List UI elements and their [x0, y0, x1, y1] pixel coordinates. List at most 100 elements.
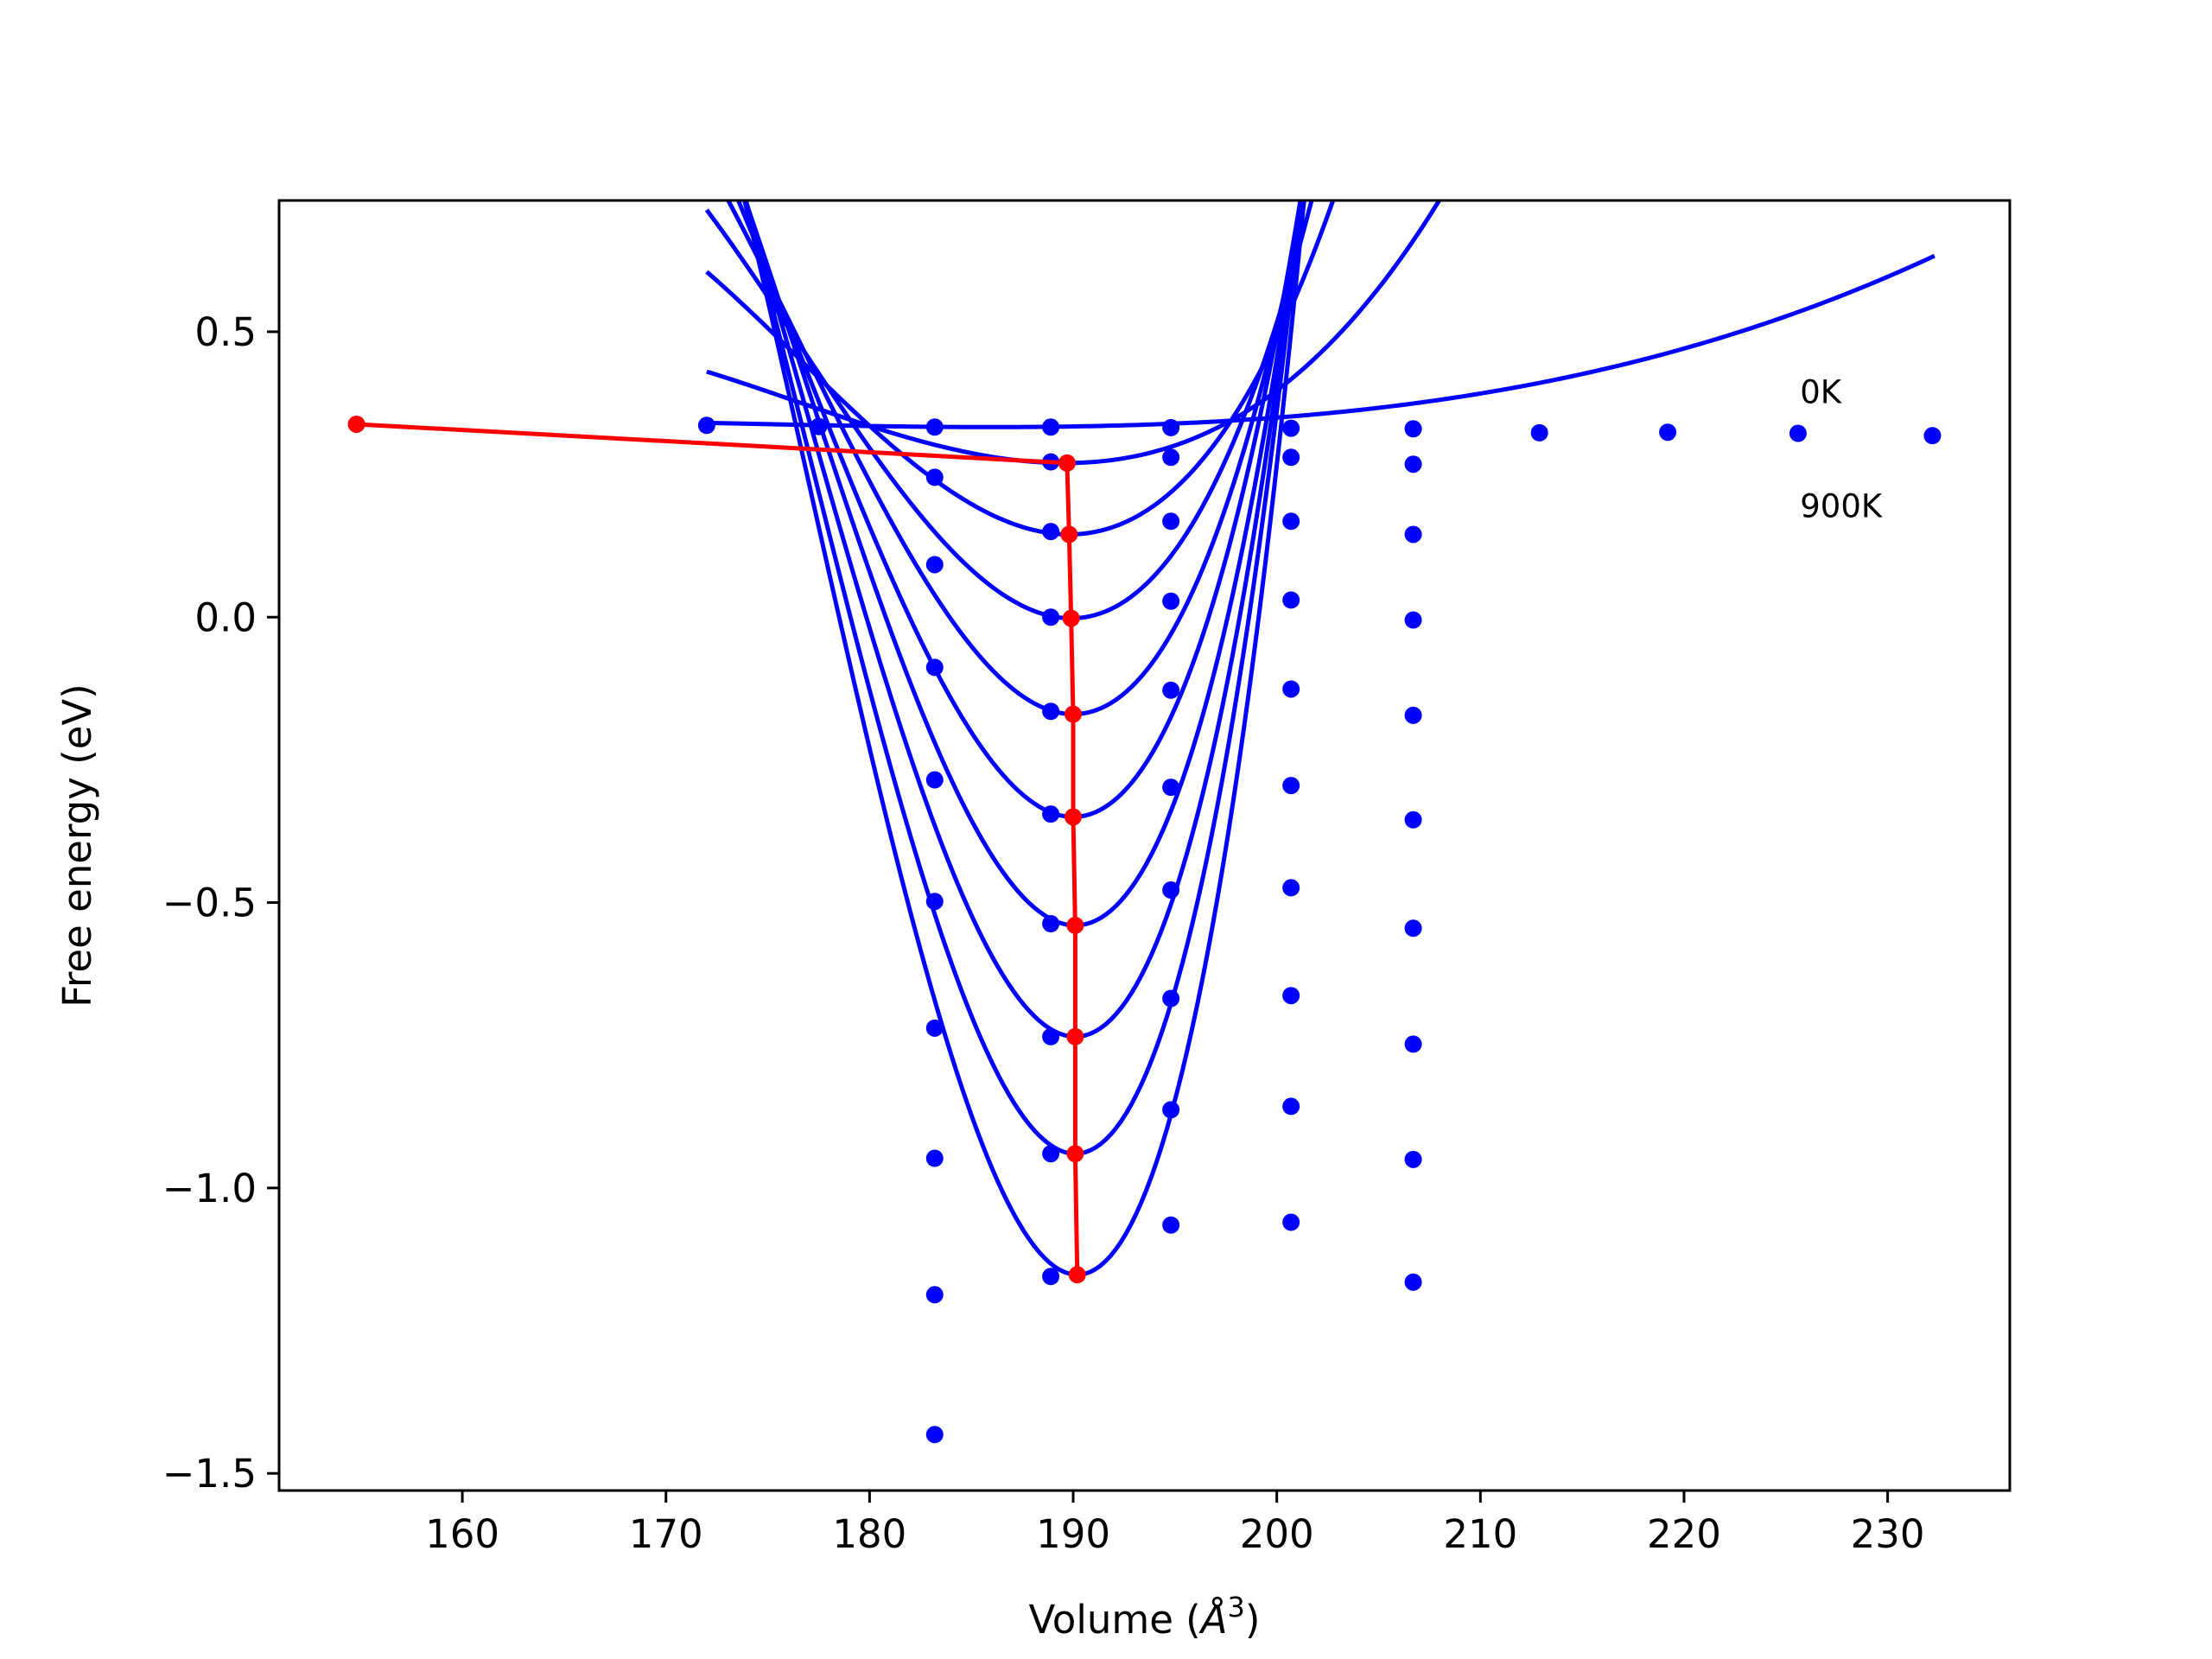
- fit-curve-4: [725, 200, 1307, 717]
- minimum-point: [1060, 525, 1078, 543]
- minimum-point: [1062, 609, 1080, 627]
- y-axis-label: Free energy (eV): [54, 683, 100, 1007]
- x-tick-label: 220: [1647, 1511, 1721, 1557]
- x-axis-label-superscript: 3: [1228, 1591, 1245, 1624]
- data-point: [1404, 455, 1422, 474]
- data-point: [1162, 881, 1180, 899]
- minimum-line: [347, 415, 1086, 1284]
- fit-curve-3: [704, 200, 1314, 621]
- data-point: [1282, 987, 1300, 1005]
- plot-frame: [277, 199, 2012, 1492]
- fit-curve-2: [705, 200, 1336, 537]
- fit-curves: [704, 200, 1936, 1277]
- y-tick-label: −1.0: [162, 1166, 257, 1211]
- minimum-point: [347, 415, 365, 433]
- data-point: [1042, 418, 1060, 436]
- data-point: [1162, 989, 1180, 1007]
- minimum-point: [1068, 1266, 1086, 1284]
- data-point: [1042, 608, 1060, 626]
- data-point: [1042, 805, 1060, 823]
- x-axis-ticks: 160 170 180 190 200 210 220 230: [425, 1491, 1925, 1557]
- data-point: [1404, 1150, 1422, 1168]
- minimum-point: [1066, 916, 1084, 934]
- data-point: [925, 1426, 944, 1444]
- fit-curve-0: [706, 253, 1936, 429]
- x-tick-label: 210: [1443, 1511, 1517, 1557]
- x-tick-label: 190: [1036, 1511, 1110, 1557]
- data-point: [1404, 1273, 1422, 1291]
- data-point: [1789, 424, 1807, 442]
- data-point: [1923, 427, 1942, 445]
- data-point: [925, 468, 944, 486]
- data-point: [697, 416, 715, 435]
- data-point: [1659, 423, 1677, 442]
- data-point: [1162, 1216, 1180, 1234]
- data-point: [1404, 706, 1422, 724]
- annotations: 0K 900K: [1800, 374, 1884, 525]
- data-point: [925, 418, 944, 436]
- fit-curve-1: [706, 200, 1442, 466]
- data-point: [1530, 423, 1548, 442]
- x-tick-label: 230: [1851, 1511, 1925, 1557]
- x-tick-label: 180: [832, 1511, 906, 1557]
- annotation-label: 900K: [1800, 488, 1884, 525]
- data-point: [1042, 523, 1060, 541]
- y-tick-label: 0.0: [194, 594, 257, 640]
- data-point: [1282, 591, 1300, 609]
- data-point: [1282, 777, 1300, 795]
- data-point: [925, 1019, 944, 1037]
- data-point: [1404, 611, 1422, 629]
- y-tick-label: −0.5: [162, 880, 257, 926]
- data-point: [1042, 1268, 1060, 1286]
- data-point: [1162, 512, 1180, 531]
- data-point: [1404, 810, 1422, 829]
- minimum-line-path: [356, 422, 1080, 1275]
- fit-curve-5: [735, 200, 1303, 819]
- fit-curve-9: [742, 200, 1306, 1277]
- data-point: [810, 417, 828, 435]
- data-point: [1042, 915, 1060, 932]
- data-point: [1042, 1027, 1060, 1046]
- data-point: [1404, 420, 1422, 438]
- data-point: [925, 556, 944, 574]
- data-point: [1404, 919, 1422, 938]
- minimum-point: [1058, 454, 1076, 472]
- minimum-point: [1065, 705, 1083, 723]
- data-point: [925, 893, 944, 911]
- data-point: [1282, 879, 1300, 897]
- y-tick-label: −1.5: [162, 1451, 257, 1497]
- fit-curve-6: [743, 200, 1303, 928]
- data-point: [925, 1286, 944, 1304]
- data-point: [1404, 1035, 1422, 1053]
- data-point: [1282, 680, 1300, 698]
- data-point: [925, 771, 944, 789]
- minimum-point: [1065, 808, 1083, 826]
- data-point: [1042, 1145, 1060, 1163]
- data-point: [1282, 1097, 1300, 1116]
- data-point: [1162, 418, 1180, 436]
- minimum-point: [1066, 1145, 1084, 1163]
- data-point: [1162, 1101, 1180, 1119]
- data-points: [697, 416, 1942, 1444]
- data-point: [1404, 525, 1422, 543]
- data-point: [1282, 419, 1300, 437]
- data-point: [1282, 1213, 1300, 1231]
- data-point: [925, 1149, 944, 1167]
- x-tick-label: 170: [629, 1511, 703, 1557]
- minimum-point: [1066, 1027, 1084, 1046]
- data-point: [1162, 448, 1180, 467]
- data-point: [1162, 681, 1180, 699]
- fit-curve-8: [742, 200, 1304, 1156]
- data-point: [1282, 512, 1300, 531]
- annotation-label: 0K: [1800, 374, 1843, 411]
- y-axis-ticks: 0.5 0.0 −0.5 −1.0 −1.5: [162, 309, 279, 1497]
- x-tick-label: 160: [425, 1511, 499, 1557]
- x-axis-label: Volume (Å3): [1029, 1591, 1261, 1643]
- fit-curve-7: [743, 200, 1303, 1039]
- data-point: [925, 658, 944, 677]
- data-point: [1282, 448, 1300, 467]
- data-point: [1162, 592, 1180, 610]
- y-tick-label: 0.5: [194, 309, 257, 355]
- data-point: [1162, 779, 1180, 797]
